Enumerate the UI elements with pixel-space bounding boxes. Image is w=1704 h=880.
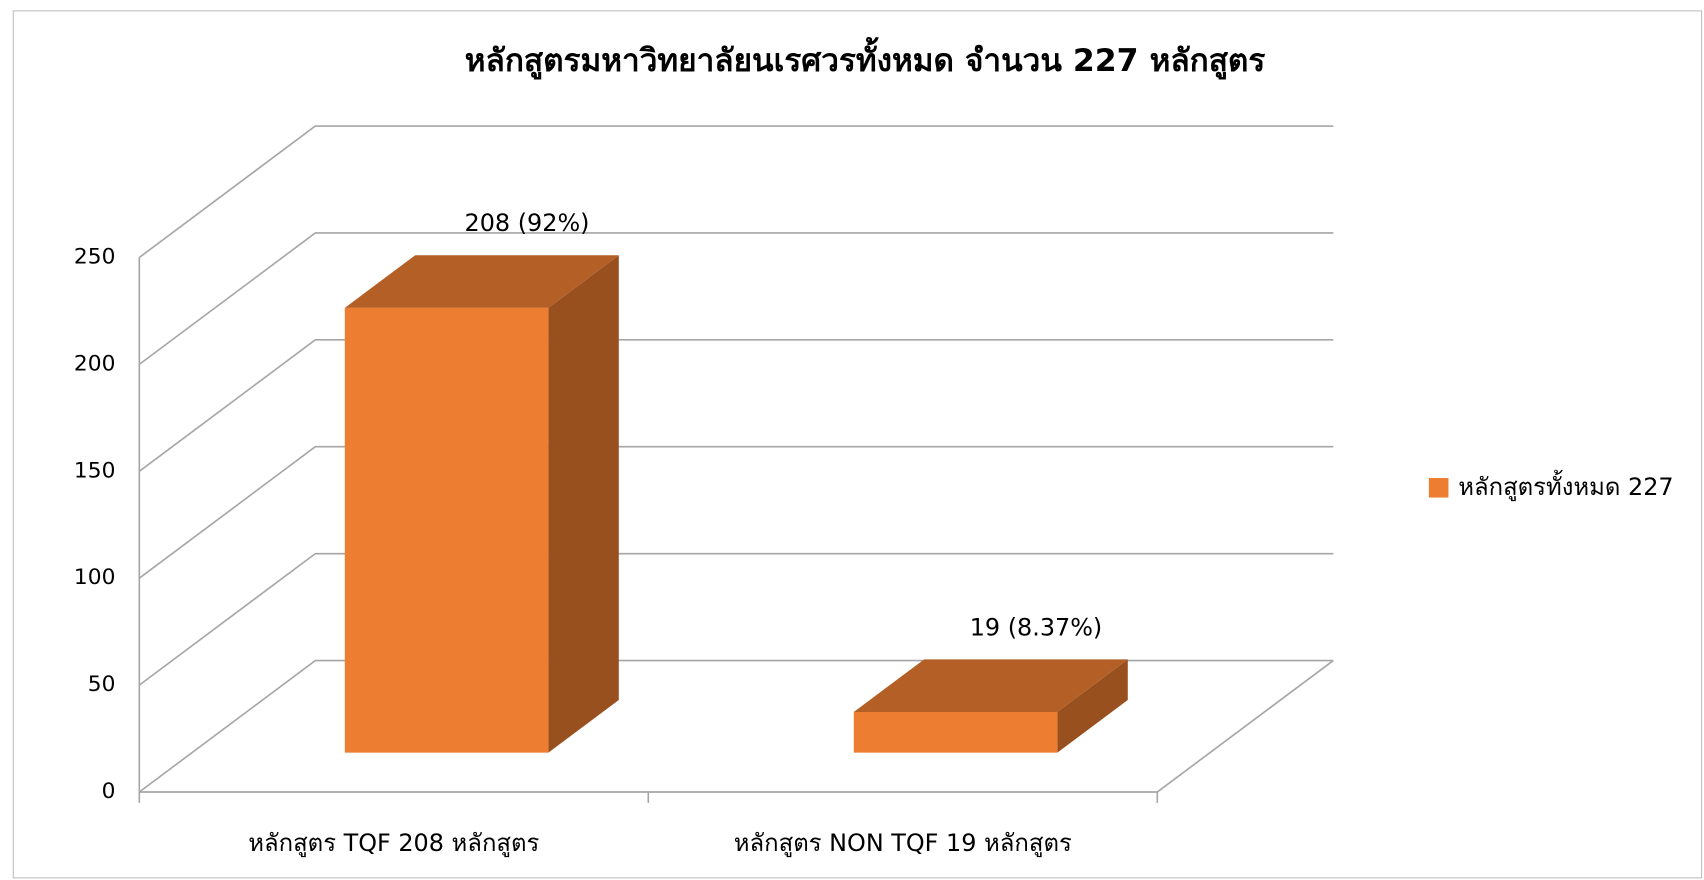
y-tick-label: 100 xyxy=(74,565,115,590)
data-label: 19 (8.37%) xyxy=(970,613,1103,641)
legend-label: หลักสูตรทั้งหมด 227 xyxy=(1458,470,1673,502)
grid-line xyxy=(138,339,1334,472)
bar-front xyxy=(344,307,549,753)
grid-line xyxy=(138,232,1334,366)
chart-title: หลักสูตรมหาวิทยาลัยนเรศวรทั้งหมด จำนวน 2… xyxy=(465,37,1266,80)
grid-line xyxy=(138,125,1334,259)
bar-top xyxy=(853,659,1128,712)
x-tick-label: หลักสูตร NON TQF 19 หลักสูตร xyxy=(734,829,1072,858)
bar-side xyxy=(548,255,619,753)
y-tick-label: 150 xyxy=(74,458,115,483)
y-tick-label: 250 xyxy=(74,244,115,269)
bar-front xyxy=(853,711,1058,753)
grid-line xyxy=(138,445,1334,579)
data-label: 208 (92%) xyxy=(465,209,590,237)
legend-swatch xyxy=(1428,478,1449,498)
grid-line xyxy=(138,552,1334,686)
bar-side xyxy=(1057,659,1128,753)
y-tick-label: 0 xyxy=(102,779,116,804)
y-tick-label: 200 xyxy=(74,351,115,376)
x-tick-label: หลักสูตร TQF 208 หลักสูตร xyxy=(248,829,539,858)
bar-top xyxy=(344,255,619,308)
y-tick-label: 50 xyxy=(88,672,116,697)
